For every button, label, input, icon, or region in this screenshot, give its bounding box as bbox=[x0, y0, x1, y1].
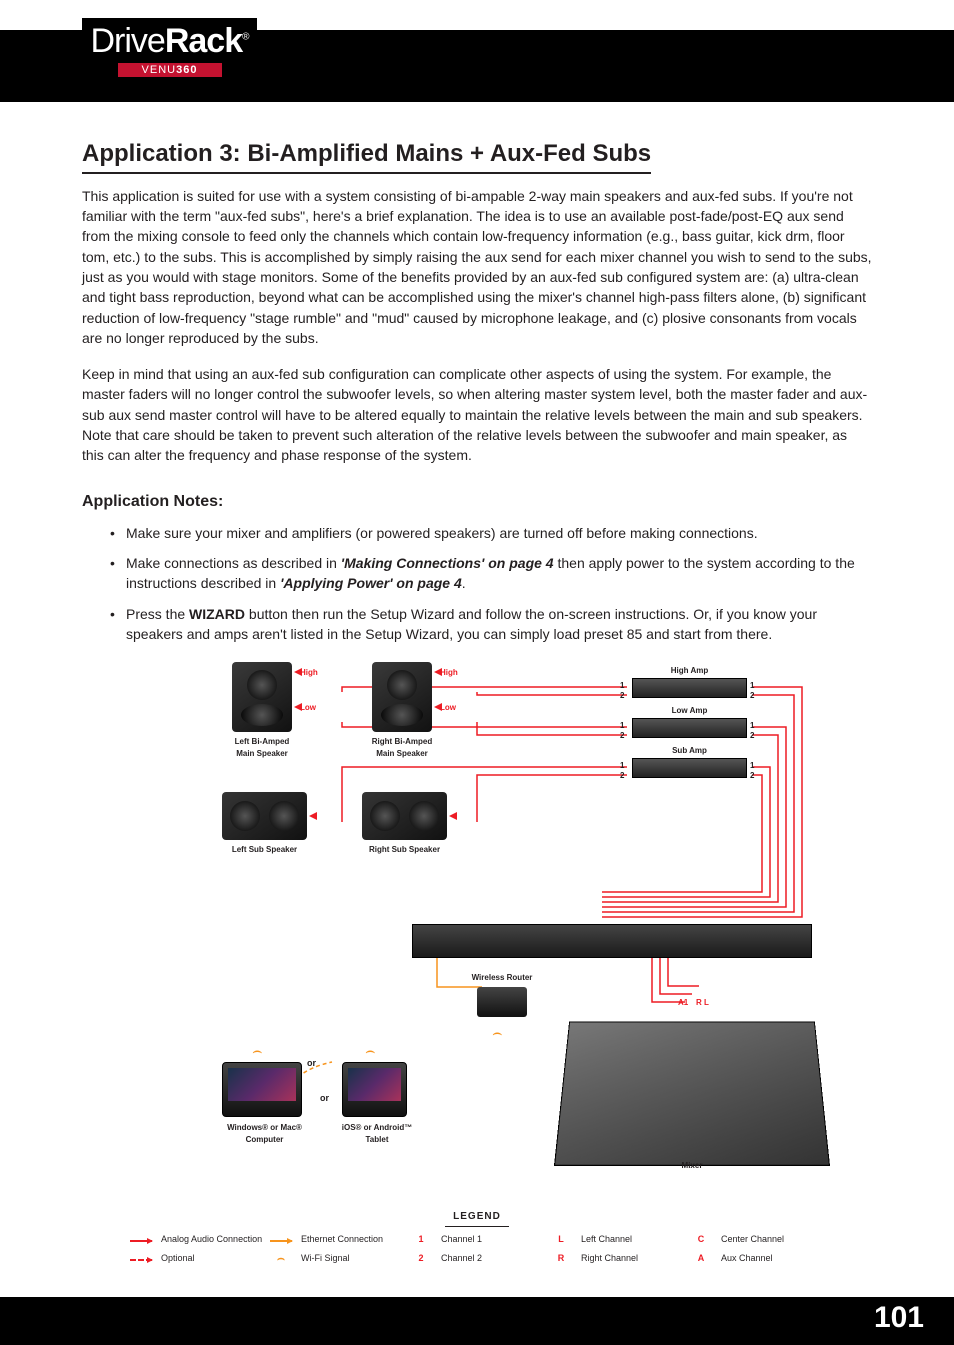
page-number: 101 bbox=[874, 1301, 924, 1334]
high-amp-icon bbox=[632, 678, 747, 698]
computer-label: Windows® or Mac® Computer bbox=[217, 1122, 312, 1145]
tablet-label: iOS® or Android™ Tablet bbox=[332, 1122, 422, 1145]
left-sub-icon bbox=[222, 792, 307, 840]
tablet-icon bbox=[342, 1062, 407, 1117]
mixer-r: R bbox=[696, 997, 702, 1009]
legend: LEGEND Analog Audio Connection Ethernet … bbox=[117, 1210, 837, 1267]
left-sub-label: Left Sub Speaker bbox=[222, 844, 307, 856]
notes-heading: Application Notes: bbox=[82, 490, 872, 513]
router-icon bbox=[477, 987, 527, 1017]
page-title: Application 3: Bi-Amplified Mains + Aux-… bbox=[82, 137, 651, 174]
router-label: Wireless Router bbox=[462, 972, 542, 984]
low-label: Low bbox=[300, 702, 316, 714]
page-content: Application 3: Bi-Amplified Mains + Aux-… bbox=[0, 102, 954, 1297]
right-sub-label: Right Sub Speaker bbox=[362, 844, 447, 856]
page-footer: 101 bbox=[0, 1297, 954, 1345]
low-amp-icon bbox=[632, 718, 747, 738]
right-main-label: Right Bi-Amped Main Speaker bbox=[362, 736, 442, 759]
header-bar: DriveRack® VENU360 bbox=[0, 30, 954, 102]
right-main-speaker-icon bbox=[372, 662, 432, 732]
note-3: Press the WIZARD button then run the Set… bbox=[126, 604, 872, 645]
logo: DriveRack® VENU360 bbox=[82, 18, 257, 83]
paragraph-1: This application is suited for use with … bbox=[82, 186, 872, 348]
mixer-l: L bbox=[704, 997, 709, 1009]
note-1: Make sure your mixer and amplifiers (or … bbox=[126, 523, 872, 543]
driverack-unit-icon bbox=[412, 924, 812, 958]
sub-amp-icon bbox=[632, 758, 747, 778]
mixer-label: Mixer bbox=[662, 1160, 722, 1172]
legend-title: LEGEND bbox=[445, 1210, 509, 1227]
high-label: High bbox=[300, 667, 318, 679]
low-amp-label: Low Amp bbox=[632, 705, 747, 717]
right-sub-icon bbox=[362, 792, 447, 840]
laptop-icon bbox=[222, 1062, 302, 1117]
paragraph-2: Keep in mind that using an aux-fed sub c… bbox=[82, 364, 872, 465]
connection-diagram: High Low Left Bi-Amped Main Speaker High… bbox=[82, 662, 872, 1202]
high-amp-label: High Amp bbox=[632, 665, 747, 677]
mixer-icon bbox=[554, 1022, 830, 1166]
note-2: Make connections as described in 'Making… bbox=[126, 553, 872, 594]
left-main-speaker-icon bbox=[232, 662, 292, 732]
sub-amp-label: Sub Amp bbox=[632, 745, 747, 757]
left-main-label: Left Bi-Amped Main Speaker bbox=[222, 736, 302, 759]
wifi-icon: ⌢ bbox=[492, 1022, 503, 1045]
notes-list: Make sure your mixer and amplifiers (or … bbox=[82, 523, 872, 644]
mixer-a1: A1 bbox=[678, 997, 688, 1009]
